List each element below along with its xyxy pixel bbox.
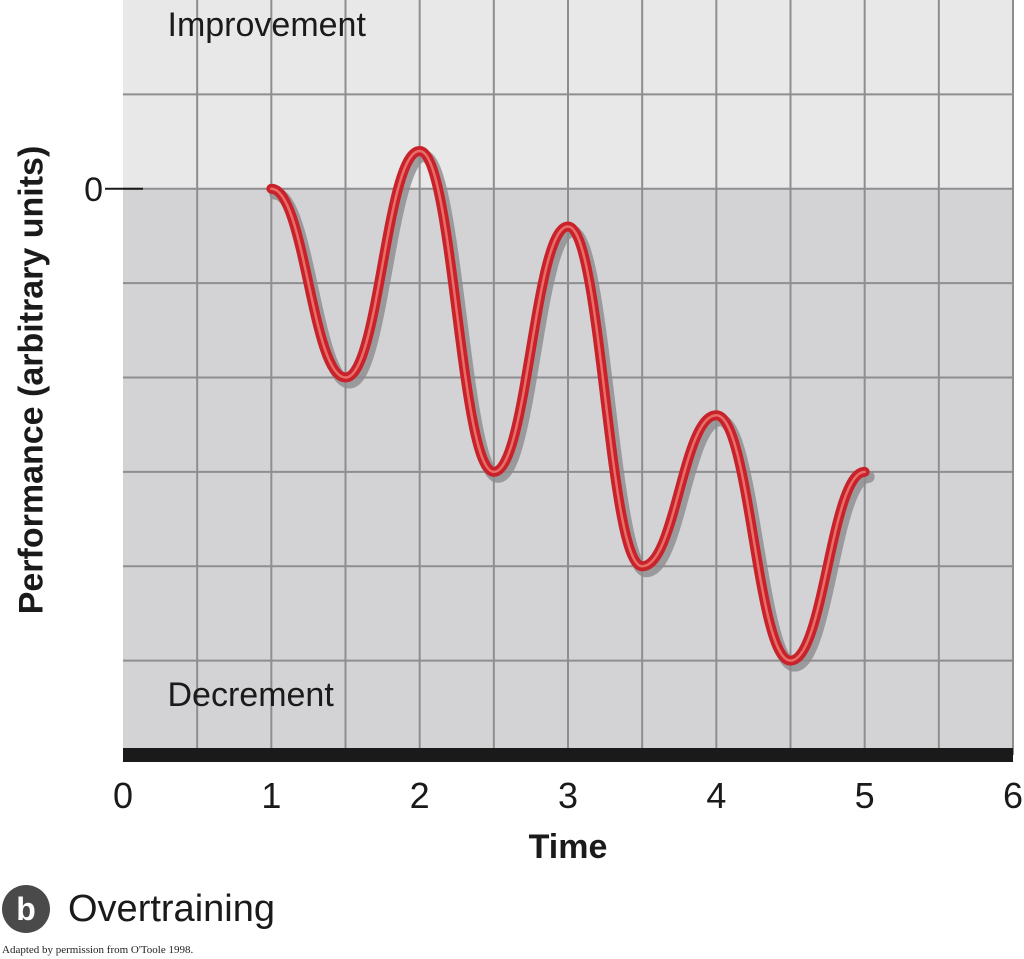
- credit-line: Adapted by permission from O'Toole 1998.: [2, 944, 194, 956]
- x-tick-label: 0: [113, 775, 133, 816]
- y-axis-label: Performance (arbitrary units): [12, 145, 51, 615]
- panel-caption: b Overtraining: [2, 885, 275, 933]
- x-tick-label: 5: [855, 775, 875, 816]
- y-tick-label: 0: [84, 171, 103, 209]
- panel-title: Overtraining: [68, 887, 275, 930]
- region-label-decrement: Decrement: [168, 676, 335, 714]
- x-tick-label: 2: [410, 775, 430, 816]
- x-tick-label: 3: [558, 775, 578, 816]
- x-tick-label: 1: [261, 775, 281, 816]
- panel-letter-badge: b: [2, 885, 50, 933]
- x-tick-label: 4: [706, 775, 726, 816]
- region-label-improvement: Improvement: [168, 6, 367, 44]
- x-tick-label: 6: [1003, 775, 1023, 816]
- series-line-highlight: [270, 149, 866, 662]
- x-axis-line: [123, 748, 1013, 762]
- x-axis-label: Time: [528, 828, 608, 866]
